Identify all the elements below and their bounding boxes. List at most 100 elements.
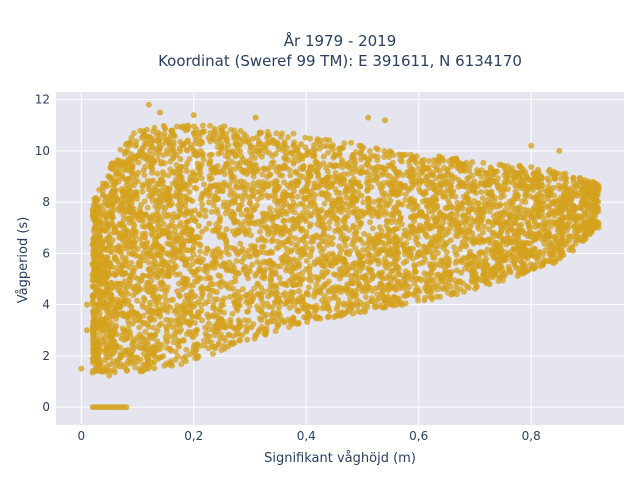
data-point [174, 328, 180, 334]
data-point [443, 255, 449, 261]
data-point [476, 226, 482, 232]
data-point [241, 225, 247, 231]
data-point [413, 269, 419, 275]
data-point [440, 220, 446, 226]
data-point [272, 289, 278, 295]
data-point [212, 345, 218, 351]
data-point [118, 235, 124, 241]
data-point [187, 238, 193, 244]
data-point [428, 264, 434, 270]
data-point [288, 249, 294, 255]
data-point [133, 284, 139, 290]
data-point [163, 191, 169, 197]
data-point [441, 263, 447, 269]
data-point [102, 296, 108, 302]
data-point [292, 235, 298, 241]
data-point [364, 169, 370, 175]
data-point [205, 298, 211, 304]
data-point [193, 137, 199, 143]
data-point [294, 170, 300, 176]
data-point [244, 309, 250, 315]
data-point [187, 351, 193, 357]
data-point [164, 229, 170, 235]
data-point [524, 253, 530, 259]
data-point [309, 188, 315, 194]
data-point [388, 219, 394, 225]
data-point [430, 183, 436, 189]
data-point [104, 314, 110, 320]
data-point [394, 265, 400, 271]
data-point [187, 197, 193, 203]
data-point [561, 196, 567, 202]
data-point [244, 337, 250, 343]
data-point [340, 225, 346, 231]
data-point [92, 208, 98, 214]
data-point [402, 152, 408, 158]
data-point [165, 213, 171, 219]
data-point [158, 132, 164, 138]
data-point [148, 143, 154, 149]
data-point [487, 208, 493, 214]
data-point [163, 334, 169, 340]
data-point [420, 199, 426, 205]
data-point [551, 260, 557, 266]
data-point [240, 286, 246, 292]
data-point [295, 194, 301, 200]
data-point [202, 343, 208, 349]
data-point [145, 205, 151, 211]
data-point [437, 174, 443, 180]
data-point [166, 140, 172, 146]
data-point [322, 253, 328, 259]
data-point [201, 181, 207, 187]
data-point [313, 316, 319, 322]
data-point [151, 359, 157, 365]
data-point [328, 260, 334, 266]
data-point [238, 248, 244, 254]
data-point [185, 219, 191, 225]
data-point [416, 186, 422, 192]
data-point [122, 198, 128, 204]
data-point [149, 170, 155, 176]
data-point [434, 294, 440, 300]
data-point [537, 205, 543, 211]
data-point [345, 171, 351, 177]
data-point [150, 128, 156, 134]
data-point [90, 329, 96, 335]
data-point [480, 160, 486, 166]
data-point [173, 238, 179, 244]
data-point [388, 252, 394, 258]
data-point [214, 296, 220, 302]
data-point [242, 317, 248, 323]
data-point [112, 327, 118, 333]
data-point [144, 280, 150, 286]
data-point [140, 182, 146, 188]
data-point [494, 204, 500, 210]
data-point [234, 185, 240, 191]
data-point [395, 271, 401, 277]
data-point [396, 210, 402, 216]
data-point [106, 307, 112, 313]
data-point [467, 224, 473, 230]
data-point [229, 324, 235, 330]
data-point [236, 206, 242, 212]
data-point [399, 302, 405, 308]
data-point [171, 148, 177, 154]
data-point [170, 252, 176, 258]
data-point [183, 318, 189, 324]
data-point [228, 188, 234, 194]
data-point [142, 198, 148, 204]
data-point [471, 178, 477, 184]
data-point [567, 233, 573, 239]
data-point [244, 323, 250, 329]
data-point [90, 292, 96, 298]
data-point [485, 174, 491, 180]
data-point [307, 136, 313, 142]
data-point [395, 250, 401, 256]
data-point [422, 270, 428, 276]
data-point [211, 323, 217, 329]
data-point [158, 253, 164, 259]
data-point [366, 164, 372, 170]
data-point [510, 197, 516, 203]
data-point [416, 289, 422, 295]
